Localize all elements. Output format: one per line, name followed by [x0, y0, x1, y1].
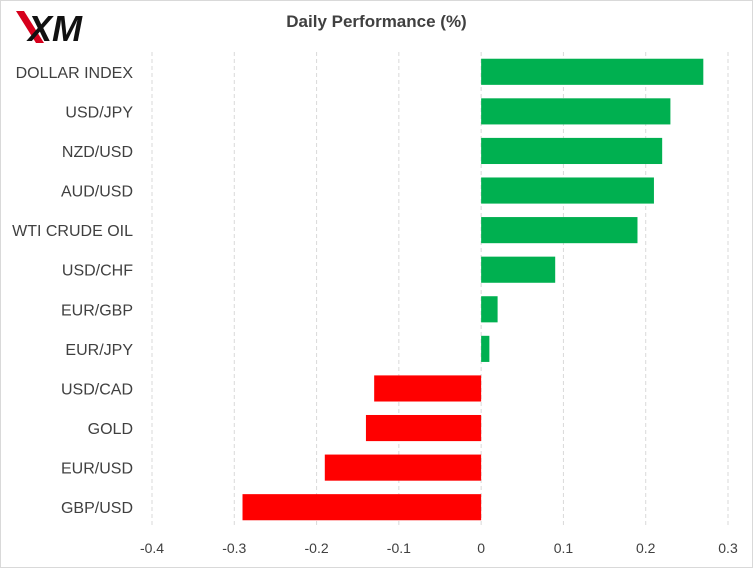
bar — [365, 414, 482, 442]
category-label: DOLLAR INDEX — [16, 65, 134, 82]
logo-text: XM — [26, 8, 83, 46]
bar — [324, 454, 482, 481]
bar — [481, 335, 490, 362]
gridlines — [151, 52, 729, 527]
category-label: USD/JPY — [65, 104, 133, 121]
bar — [481, 217, 638, 244]
logo-accent-slash — [16, 11, 44, 43]
bar — [374, 375, 482, 402]
x-tick-label: 0.2 — [636, 540, 656, 556]
category-labels: DOLLAR INDEX USD/JPY NZD/USD AUD/USD WTI CRU… — [12, 65, 133, 517]
x-tick-label: -0.1 — [387, 540, 411, 556]
bar — [481, 137, 663, 165]
category-label: GOLD — [88, 421, 133, 438]
x-tick-label: -0.4 — [140, 540, 164, 556]
category-label: WTI CRUDE OIL — [12, 223, 133, 240]
category-label: NZD/USD — [62, 144, 133, 161]
bar — [481, 58, 704, 85]
bar — [481, 98, 671, 125]
chart-title: Daily Performance (%) — [286, 12, 467, 31]
bars — [242, 58, 704, 521]
x-tick-label: -0.3 — [222, 540, 246, 556]
category-label: EUR/JPY — [65, 342, 133, 359]
category-label: USD/CHF — [62, 263, 133, 280]
bar — [481, 177, 654, 204]
category-label: AUD/USD — [61, 184, 133, 201]
x-tick-label: 0.3 — [718, 540, 738, 556]
bar — [481, 256, 556, 283]
bar — [481, 296, 498, 323]
bar — [242, 494, 482, 521]
category-label: GBP/USD — [61, 500, 133, 517]
x-tick-label: 0 — [477, 540, 485, 556]
x-tick-labels: -0.4 -0.3 -0.2 -0.1 0 0.1 0.2 0.3 — [140, 540, 738, 556]
category-label: EUR/GBP — [61, 302, 133, 319]
category-label: USD/CAD — [61, 381, 133, 398]
x-tick-label: -0.2 — [305, 540, 329, 556]
x-tick-label: 0.1 — [554, 540, 574, 556]
xm-logo-icon: XM — [16, 8, 83, 46]
category-label: EUR/USD — [61, 461, 133, 478]
